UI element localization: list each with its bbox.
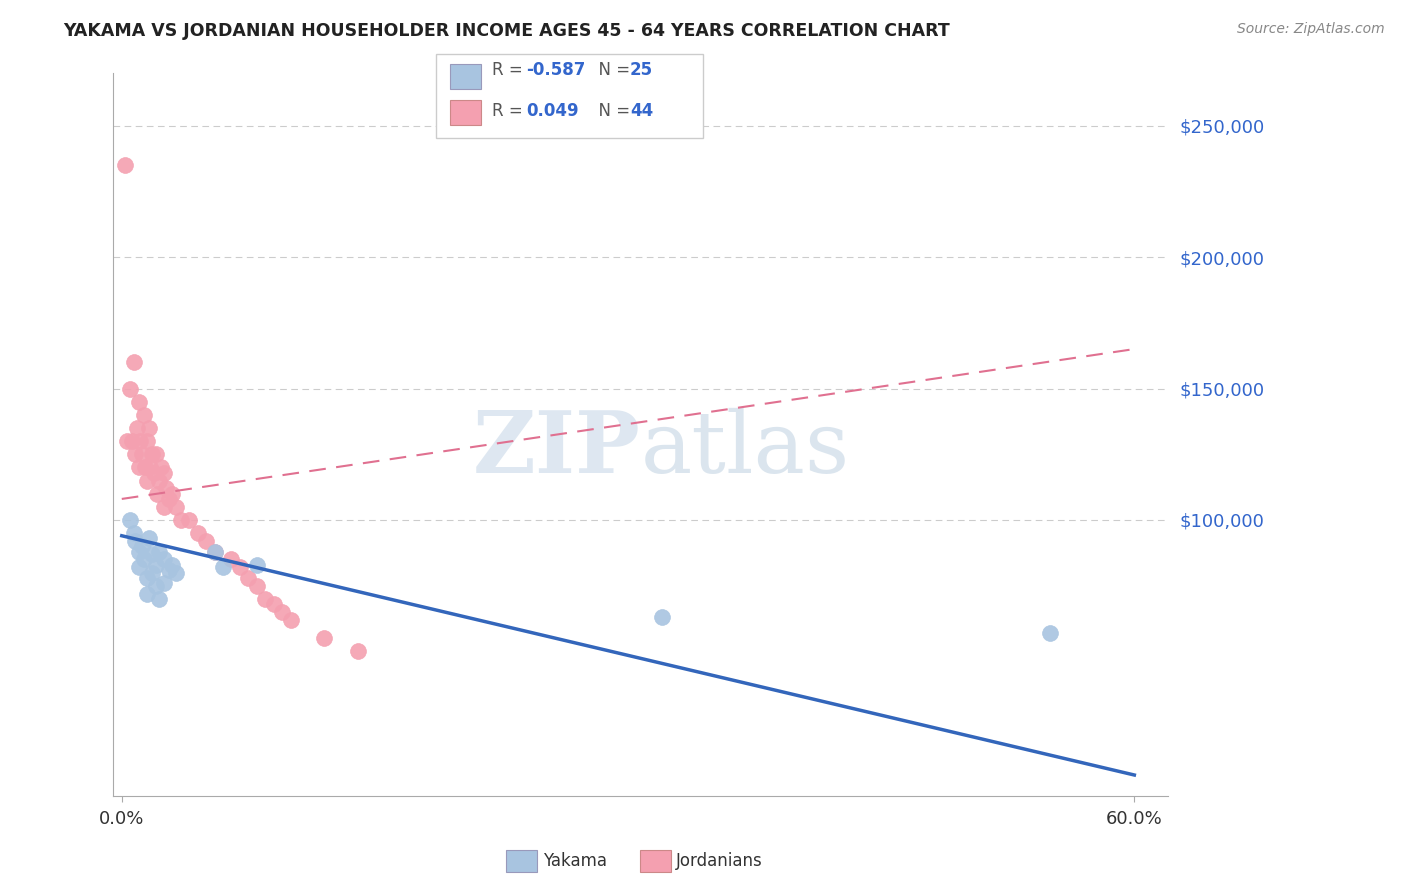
Point	[187, 526, 209, 541]
Point	[238, 571, 260, 585]
Point	[136, 586, 159, 600]
Point	[254, 591, 277, 606]
Text: N =: N =	[588, 102, 636, 120]
Point	[221, 552, 243, 566]
Text: YAKAMA VS JORDANIAN HOUSEHOLDER INCOME AGES 45 - 64 YEARS CORRELATION CHART: YAKAMA VS JORDANIAN HOUSEHOLDER INCOME A…	[63, 22, 950, 40]
Point	[120, 382, 142, 396]
Point	[138, 421, 160, 435]
Point	[142, 466, 165, 480]
Point	[131, 539, 153, 553]
Text: 25: 25	[630, 62, 652, 79]
Point	[120, 513, 142, 527]
Point	[148, 474, 170, 488]
Point	[146, 486, 169, 500]
Point	[114, 158, 136, 172]
Point	[1039, 626, 1062, 640]
Text: 44: 44	[630, 102, 654, 120]
Point	[132, 552, 155, 566]
Point	[141, 547, 163, 561]
Point	[145, 558, 167, 572]
Point	[229, 560, 252, 574]
Point	[280, 613, 302, 627]
Text: Yakama: Yakama	[543, 852, 607, 870]
Point	[124, 447, 146, 461]
Point	[246, 558, 269, 572]
Point	[157, 563, 180, 577]
Text: Source: ZipAtlas.com: Source: ZipAtlas.com	[1237, 22, 1385, 37]
Point	[155, 482, 177, 496]
Point	[125, 421, 148, 435]
Point	[136, 434, 159, 448]
Point	[148, 544, 170, 558]
Text: -0.587: -0.587	[526, 62, 585, 79]
Point	[121, 434, 143, 448]
Point	[263, 597, 285, 611]
Point	[157, 491, 180, 506]
Point	[136, 474, 159, 488]
Point	[129, 434, 152, 448]
Point	[149, 460, 172, 475]
Text: R =: R =	[492, 62, 529, 79]
Point	[162, 558, 184, 572]
Point	[347, 644, 370, 658]
Point	[134, 460, 156, 475]
Point	[179, 513, 201, 527]
Point	[212, 560, 235, 574]
Point	[128, 544, 150, 558]
Point	[141, 566, 163, 580]
Point	[153, 552, 176, 566]
Point	[246, 579, 269, 593]
Text: N =: N =	[588, 62, 636, 79]
Point	[153, 466, 176, 480]
Point	[165, 500, 187, 514]
Text: Jordanians: Jordanians	[676, 852, 763, 870]
Point	[204, 544, 226, 558]
Point	[153, 576, 176, 591]
Point	[651, 610, 673, 624]
Point	[314, 632, 336, 646]
Point	[128, 394, 150, 409]
Point	[141, 447, 163, 461]
Point	[136, 571, 159, 585]
Point	[122, 355, 145, 369]
Point	[145, 447, 167, 461]
Point	[271, 605, 294, 619]
Point	[204, 544, 226, 558]
Point	[124, 534, 146, 549]
Point	[139, 460, 162, 475]
Point	[138, 532, 160, 546]
Point	[131, 447, 153, 461]
Text: 0.049: 0.049	[526, 102, 578, 120]
Text: atlas: atlas	[641, 408, 849, 491]
Point	[153, 500, 176, 514]
Point	[170, 513, 193, 527]
Point	[148, 591, 170, 606]
Point	[132, 408, 155, 422]
Point	[122, 526, 145, 541]
Point	[162, 486, 184, 500]
Point	[115, 434, 138, 448]
Text: ZIP: ZIP	[472, 407, 641, 491]
Point	[165, 566, 187, 580]
Text: R =: R =	[492, 102, 533, 120]
Point	[195, 534, 218, 549]
Point	[128, 460, 150, 475]
Point	[145, 579, 167, 593]
Point	[128, 560, 150, 574]
